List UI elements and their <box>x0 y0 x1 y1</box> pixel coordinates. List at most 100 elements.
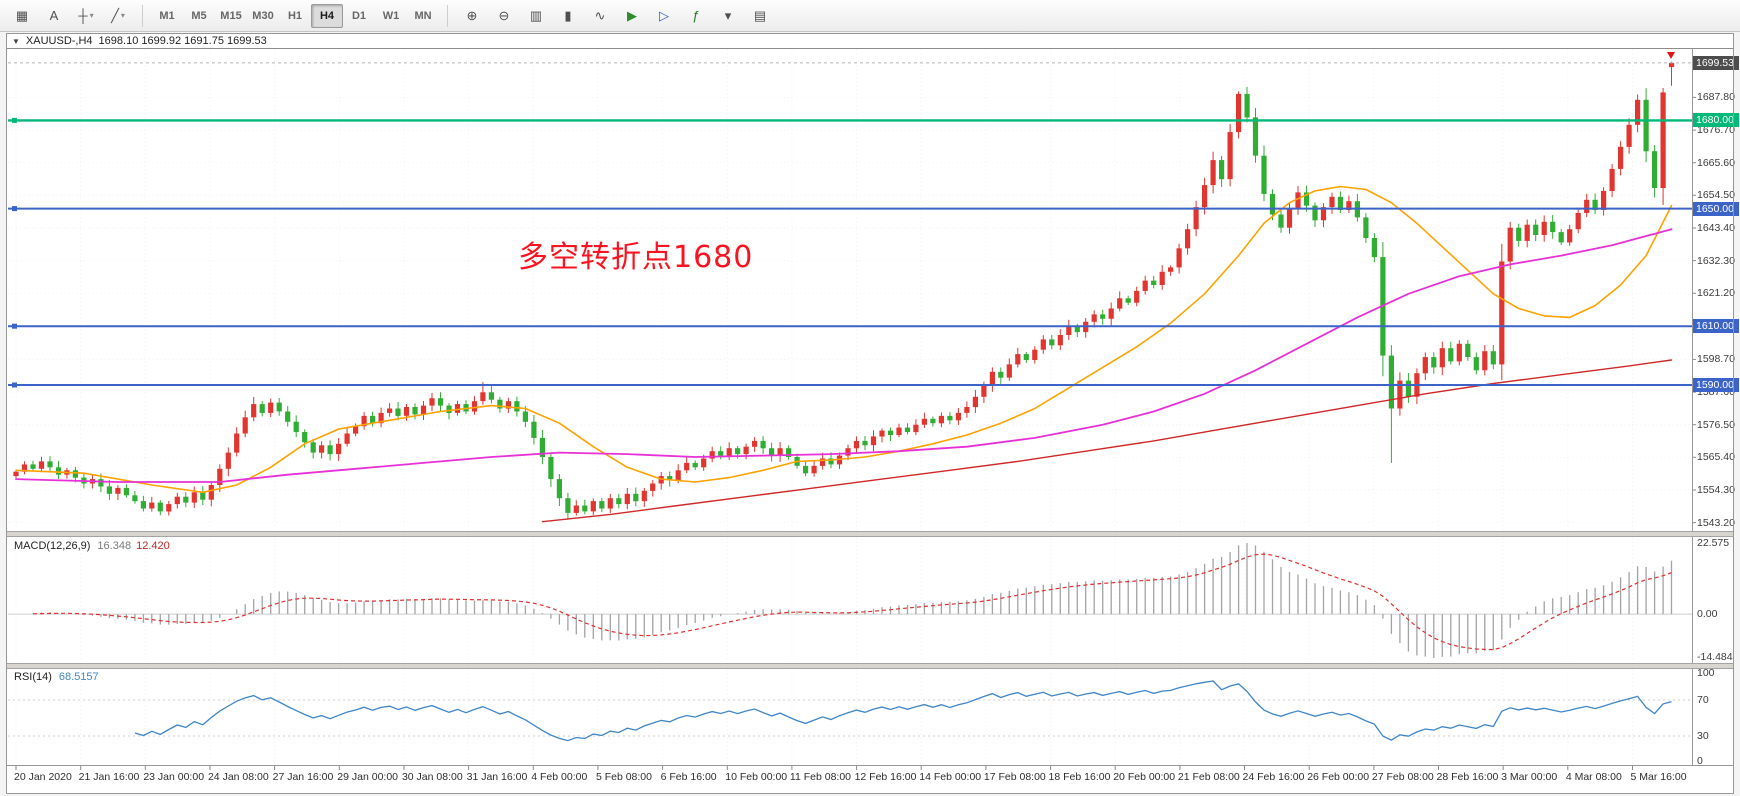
price-line-label: 1590.00 <box>1693 377 1739 392</box>
time-axis-label: 5 Mar 16:00 <box>1630 771 1687 783</box>
pane-splitter[interactable] <box>7 663 1733 669</box>
timeframe-group: M1 M5 M15 M30 H1 H4 D1 W1 MN <box>151 3 439 28</box>
price-axis-label: 1665.60 <box>1697 156 1735 169</box>
price-line-label: 1610.00 <box>1693 319 1739 334</box>
time-axis-label: 27 Jan 16:00 <box>272 771 334 783</box>
zoom-out-icon[interactable]: ⊖ <box>498 7 510 23</box>
bar-chart-icon[interactable]: ▥ <box>529 7 543 23</box>
timeframe-H1[interactable]: H1 <box>287 9 303 22</box>
price-axis-label: 1598.70 <box>1697 353 1735 366</box>
time-axis-label: 4 Mar 08:00 <box>1565 771 1622 783</box>
price-axis-label: 1643.40 <box>1697 221 1735 234</box>
time-axis-label: 11 Feb 08:00 <box>789 771 852 783</box>
candlestick-icon[interactable]: ▮ <box>564 7 572 23</box>
macd-axis-label: 0.00 <box>1697 608 1718 621</box>
timeframe-M30[interactable]: M30 <box>252 9 274 22</box>
time-axis-label: 28 Feb 16:00 <box>1436 771 1499 783</box>
time-axis-label: 30 Jan 08:00 <box>401 771 463 783</box>
time-axis-label: 21 Feb 08:00 <box>1177 771 1240 783</box>
time-axis-label: 21 Jan 16:00 <box>78 771 140 783</box>
timeframe-D1[interactable]: D1 <box>351 9 367 22</box>
time-axis-label: 3 Mar 00:00 <box>1501 771 1558 783</box>
time-axis-label: 29 Jan 00:00 <box>337 771 399 783</box>
chart-shift-icon[interactable]: ▷ <box>659 7 669 23</box>
timeframe-M1[interactable]: M1 <box>159 9 175 22</box>
chart-menu-icon[interactable]: ▼ <box>12 36 20 46</box>
text-tool-icon[interactable]: A <box>49 8 59 23</box>
price-line-label: 1650.00 <box>1693 201 1739 216</box>
annotation-text[interactable]: 多空转折点1680 <box>518 240 754 275</box>
current-price-label: 1699.53 <box>1693 55 1739 70</box>
timeframe-H4[interactable]: H4 <box>311 3 343 28</box>
pane-splitter[interactable] <box>7 531 1733 537</box>
toolbar: ▦ A ┼ ▾ ╱ ▾ M1 M5 M15 M30 H1 H4 D1 W1 MN ⊕ ⊖ ▥ ▮ ∿ ▶ ▷ ƒ ▾ ▤ <box>0 0 1740 32</box>
price-axis-label: 1632.30 <box>1697 254 1735 267</box>
timeframe-M15[interactable]: M15 <box>220 9 242 22</box>
time-axis-label: 27 Feb 08:00 <box>1371 771 1434 783</box>
time-axis-label: 26 Feb 00:00 <box>1307 771 1370 783</box>
macd-main-value: 16.348 <box>97 540 132 552</box>
toolbar-left-group: ▦ A ┼ ▾ ╱ ▾ <box>6 3 134 29</box>
time-axis-label: 23 Jan 00:00 <box>143 771 205 783</box>
price-axis-label: 1576.50 <box>1697 418 1735 431</box>
time-axis-border <box>7 765 1733 766</box>
time-axis-label: 24 Feb 16:00 <box>1242 771 1305 783</box>
timeframe-W1[interactable]: W1 <box>382 9 400 22</box>
line-chart-icon[interactable]: ∿ <box>594 7 606 23</box>
rsi-value: 68.5157 <box>58 671 99 683</box>
auto-scroll-icon[interactable]: ▶ <box>627 7 637 23</box>
periods-dropdown-icon[interactable]: ▾ <box>724 7 732 23</box>
rsi-axis-label: 70 <box>1697 694 1709 706</box>
price-axis-label: 1654.50 <box>1697 189 1735 202</box>
time-axis-label: 18 Feb 16:00 <box>1048 771 1111 783</box>
time-axis-label: 20 Jan 2020 <box>14 771 72 783</box>
chart-ohlc-values: 1698.10 1699.92 1691.75 1699.53 <box>98 35 267 47</box>
price-axis-label: 1687.80 <box>1697 91 1735 104</box>
main-chart-area[interactable] <box>7 49 1692 531</box>
price-axis-label: 1543.20 <box>1697 516 1735 529</box>
toolbar-separator <box>447 4 448 27</box>
timeframe-MN[interactable]: MN <box>414 9 432 22</box>
macd-name: MACD(12,26,9) <box>14 540 91 552</box>
price-axis-label: 1565.40 <box>1697 451 1735 464</box>
price-axis-label: 1621.20 <box>1697 287 1735 300</box>
chart-title-bar: ▼ XAUUSD-,H4 1698.10 1699.92 1691.75 169… <box>7 34 1733 49</box>
macd-pane[interactable] <box>7 537 1692 663</box>
time-axis-label: 20 Feb 00:00 <box>1113 771 1176 783</box>
macd-signal-value: 12.420 <box>136 540 170 552</box>
dropdown-arrow-icon[interactable]: ▾ <box>89 11 94 20</box>
dropdown-arrow-icon[interactable]: ▾ <box>120 11 125 20</box>
tick-grid-icon[interactable]: ▦ <box>15 7 29 23</box>
timeframe-M5[interactable]: M5 <box>191 9 207 22</box>
time-axis-label: 24 Jan 08:00 <box>207 771 269 783</box>
time-axis-label: 14 Feb 00:00 <box>919 771 982 783</box>
time-axis-label: 4 Feb 00:00 <box>531 771 588 783</box>
price-axis-label: 1554.30 <box>1697 483 1735 496</box>
rsi-axis-label: 0 <box>1697 755 1703 767</box>
time-axis-label: 12 Feb 16:00 <box>854 771 917 783</box>
macd-axis-label: -14.484 <box>1697 651 1733 663</box>
macd-label: MACD(12,26,9) 16.348 12.420 <box>14 540 170 552</box>
rsi-name: RSI(14) <box>14 671 52 683</box>
time-axis-label: 6 Feb 16:00 <box>660 771 717 783</box>
toolbar-right-group: ⊕ ⊖ ▥ ▮ ∿ ▶ ▷ ƒ ▾ ▤ <box>456 3 776 29</box>
price-axis-border <box>1692 34 1693 765</box>
time-axis-label: 17 Feb 08:00 <box>983 771 1046 783</box>
time-axis-label: 31 Jan 16:00 <box>466 771 528 783</box>
chart-symbol-timeframe: XAUUSD-,H4 <box>25 35 93 47</box>
rsi-axis-label: 30 <box>1697 730 1709 742</box>
price-line-label: 1680.00 <box>1693 113 1739 128</box>
toolbar-separator <box>142 4 143 27</box>
templates-icon[interactable]: ▤ <box>753 7 767 23</box>
indicators-icon[interactable]: ƒ <box>692 8 700 23</box>
time-axis-label: 10 Feb 00:00 <box>725 771 788 783</box>
rsi-pane[interactable] <box>7 669 1692 765</box>
zoom-in-icon[interactable]: ⊕ <box>466 7 478 23</box>
time-axis-label: 5 Feb 08:00 <box>595 771 652 783</box>
rsi-axis-label: 100 <box>1697 667 1715 679</box>
crosshair-icon[interactable]: ┼ ▾ <box>78 8 94 23</box>
macd-axis-label: 22.575 <box>1697 537 1730 549</box>
rsi-label: RSI(14) 68.5157 <box>14 671 99 683</box>
line-studies-icon[interactable]: ╱ ▾ <box>111 7 125 23</box>
